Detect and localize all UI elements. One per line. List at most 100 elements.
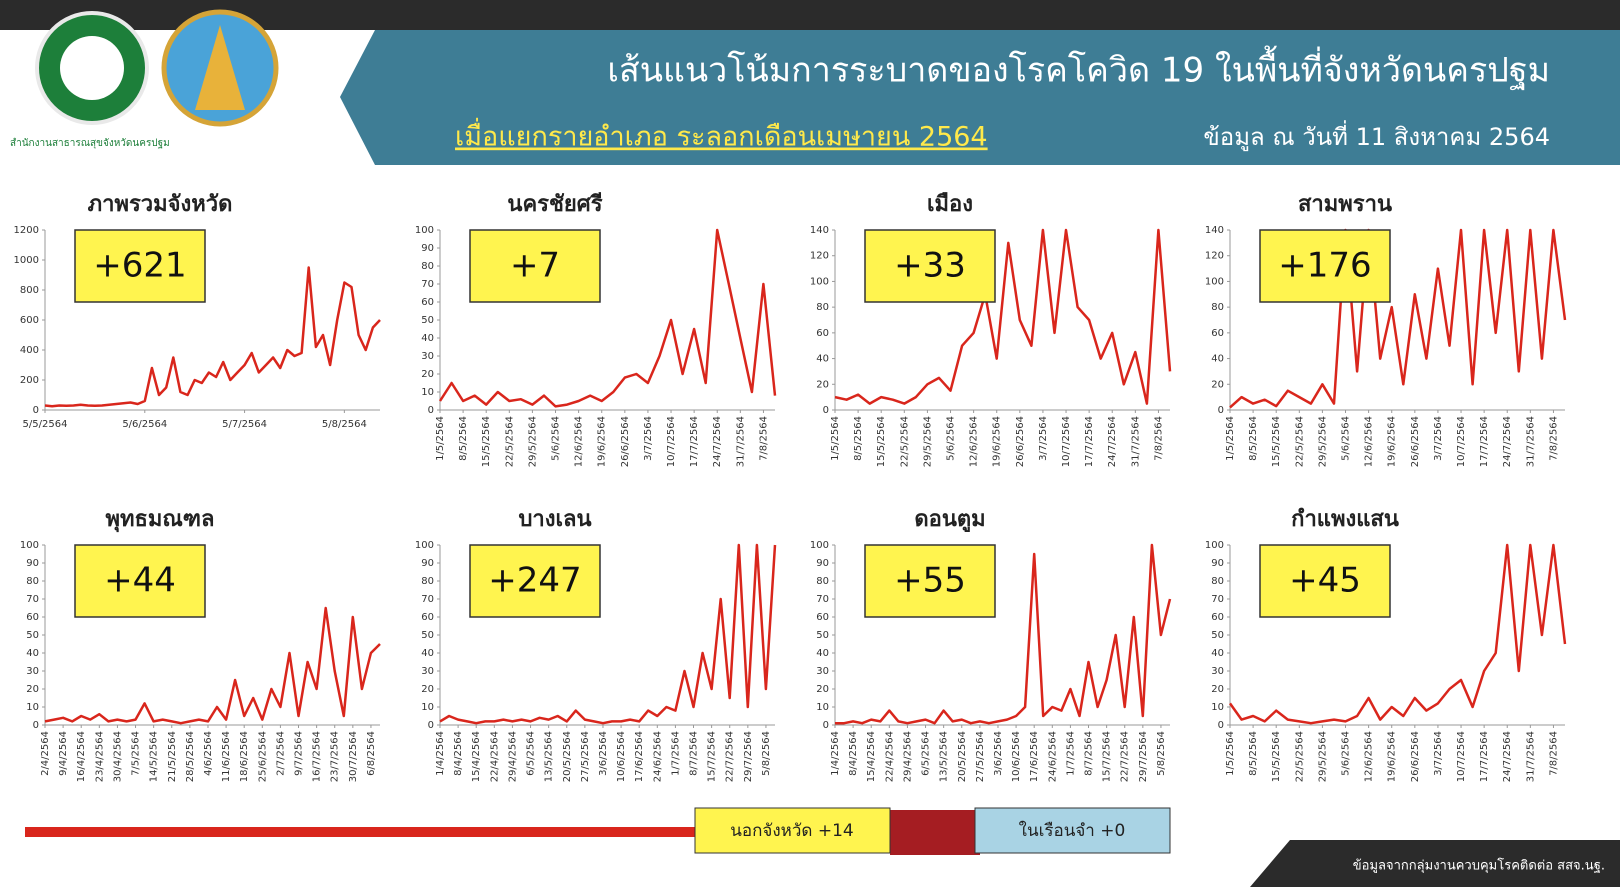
x-tick-label: 29/7/2564	[743, 731, 754, 782]
y-tick-label: 70	[1211, 594, 1224, 605]
y-tick-label: 60	[421, 612, 434, 623]
ministry-logo-inner	[60, 36, 124, 100]
y-tick-label: 0	[428, 405, 434, 416]
footer-bar-dark	[890, 810, 980, 855]
top-band	[0, 0, 1620, 30]
annotation-box	[469, 229, 601, 303]
office-name: สำนักงานสาธารณสุขจังหวัดนครปฐม	[10, 138, 170, 149]
annotation: +7	[510, 246, 560, 286]
x-tick-label: 20/5/2564	[957, 731, 968, 782]
x-tick-label: 5/6/2564	[946, 416, 957, 461]
x-tick-label: 12/6/2564	[1364, 731, 1375, 782]
y-tick-label: 40	[1211, 354, 1224, 365]
x-tick-label: 1/4/2564	[830, 731, 841, 776]
x-tick-label: 30/4/2564	[112, 731, 123, 782]
x-tick-label: 29/7/2564	[1138, 731, 1149, 782]
x-tick-label: 3/6/2564	[993, 731, 1004, 776]
x-tick-label: 22/5/2564	[899, 416, 910, 467]
y-tick-label: 20	[1211, 684, 1224, 695]
y-tick-label: 20	[816, 684, 829, 695]
x-tick-label: 5/5/2564	[23, 419, 68, 430]
x-tick-label: 19/6/2564	[1387, 416, 1398, 467]
series-line	[1228, 543, 1567, 725]
x-tick-label: 7/5/2564	[131, 731, 142, 776]
x-tick-label: 1/7/2564	[1065, 731, 1076, 776]
chart-title: บางเลน	[518, 507, 591, 532]
annotation: +176	[1278, 246, 1371, 286]
chart-title: พุทธมณฑล	[105, 507, 214, 533]
x-tick-label: 24/7/2564	[712, 416, 723, 467]
x-tick-label: 3/7/2564	[643, 416, 654, 461]
x-tick-label: 24/7/2564	[1502, 731, 1513, 782]
x-tick-label: 15/7/2564	[1102, 731, 1113, 782]
series-line	[835, 543, 1172, 725]
x-tick-label: 10/7/2564	[1456, 731, 1467, 782]
y-tick-label: 140	[1205, 225, 1224, 236]
header-banner	[340, 30, 1620, 165]
x-tick-label: 5/7/2564	[222, 419, 267, 430]
x-tick-label: 5/6/2564	[122, 419, 167, 430]
annotation-box	[864, 229, 996, 303]
x-tick-label: 7/8/2564	[1153, 416, 1164, 461]
x-tick-label: 8/4/2564	[848, 731, 859, 776]
x-tick-label: 22/7/2564	[1120, 731, 1131, 782]
y-tick-label: 70	[816, 594, 829, 605]
x-tick-label: 9/4/2564	[58, 731, 69, 776]
outside-label: นอกจังหวัด +14	[730, 821, 853, 841]
y-tick-label: 100	[415, 540, 434, 551]
x-tick-label: 25/6/2564	[257, 731, 268, 782]
x-tick-label: 30/7/2564	[348, 731, 359, 782]
chart-title: สามพราน	[1298, 192, 1392, 217]
x-tick-label: 1/5/2564	[435, 416, 446, 461]
y-tick-label: 50	[816, 630, 829, 641]
x-tick-label: 1/5/2564	[1225, 731, 1236, 776]
chart-title: เมือง	[927, 192, 973, 217]
x-tick-label: 9/7/2564	[294, 731, 305, 776]
x-tick-label: 15/4/2564	[866, 731, 877, 782]
y-tick-label: 50	[421, 315, 434, 326]
y-tick-label: 80	[421, 576, 434, 587]
y-tick-label: 100	[415, 225, 434, 236]
header-title: เส้นแนวโน้มการระบาดของโรคโควิด 19 ในพื้น…	[607, 46, 1550, 91]
x-tick-label: 8/5/2564	[1248, 416, 1259, 461]
annotation: +247	[488, 561, 581, 601]
y-tick-label: 10	[26, 702, 39, 713]
chart-title: กำแพงแสน	[1291, 507, 1399, 532]
y-tick-label: 60	[26, 612, 39, 623]
header-subtitle: เมื่อแยกรายอำเภอ ระลอกเดือนเมษายน 2564	[455, 118, 988, 153]
annotation: +44	[104, 561, 176, 601]
x-tick-label: 21/5/2564	[167, 731, 178, 782]
y-tick-label: 200	[20, 375, 39, 386]
x-tick-label: 3/6/2564	[598, 731, 609, 776]
x-tick-label: 26/6/2564	[1410, 416, 1421, 467]
x-tick-label: 19/6/2564	[992, 416, 1003, 467]
x-tick-label: 3/7/2564	[1433, 416, 1444, 461]
y-tick-label: 40	[421, 333, 434, 344]
y-tick-label: 20	[421, 369, 434, 380]
x-tick-label: 10/7/2564	[1061, 416, 1072, 467]
annotation-box	[864, 544, 996, 618]
x-tick-label: 24/7/2564	[1502, 416, 1513, 467]
x-tick-label: 10/6/2564	[1011, 731, 1022, 782]
x-tick-label: 1/4/2564	[435, 731, 446, 776]
y-tick-label: 120	[810, 251, 829, 262]
y-tick-label: 90	[816, 558, 829, 569]
y-tick-label: 30	[26, 666, 39, 677]
y-tick-label: 80	[816, 576, 829, 587]
x-tick-label: 31/7/2564	[1525, 731, 1536, 782]
x-tick-label: 22/5/2564	[504, 416, 515, 467]
annotation-box	[469, 544, 601, 618]
y-tick-label: 20	[421, 684, 434, 695]
x-tick-label: 29/5/2564	[1317, 731, 1328, 782]
y-tick-label: 100	[1205, 540, 1224, 551]
y-tick-label: 80	[1211, 302, 1224, 313]
x-tick-label: 24/6/2564	[652, 731, 663, 782]
x-tick-label: 16/4/2564	[76, 731, 87, 782]
y-tick-label: 40	[816, 648, 829, 659]
footer-corner	[1250, 840, 1620, 887]
x-tick-label: 14/5/2564	[149, 731, 160, 782]
x-tick-label: 12/6/2564	[969, 416, 980, 467]
x-tick-label: 19/6/2564	[597, 416, 608, 467]
x-tick-label: 22/4/2564	[489, 731, 500, 782]
x-tick-label: 15/7/2564	[707, 731, 718, 782]
